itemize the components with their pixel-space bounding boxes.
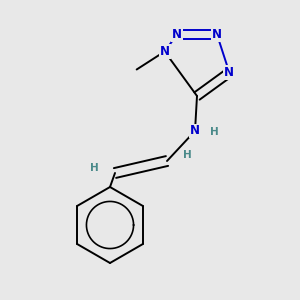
Text: N: N [160,45,170,58]
Text: H: H [210,127,219,137]
Text: H: H [183,150,192,160]
Text: N: N [224,66,234,79]
Text: N: N [190,124,200,137]
Text: H: H [90,163,99,173]
Text: N: N [172,28,182,41]
Text: N: N [212,28,222,41]
